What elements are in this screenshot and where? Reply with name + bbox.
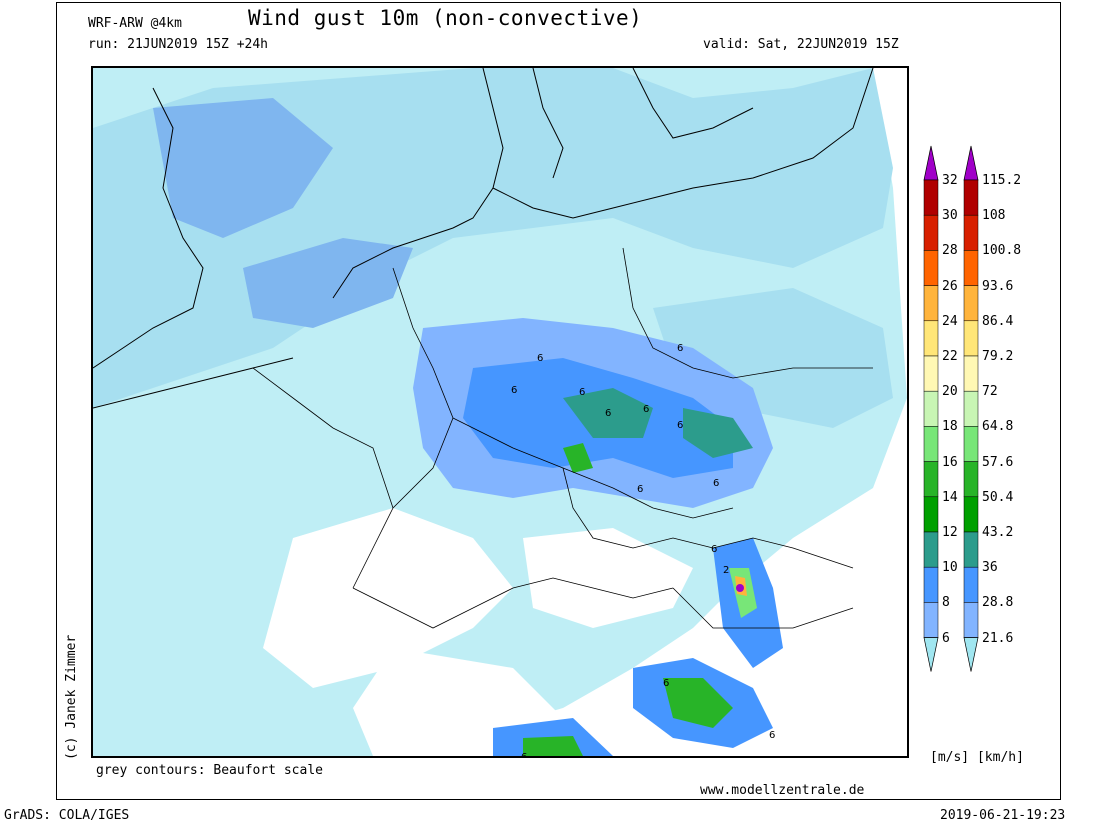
colorbar-ms-tick: 22 xyxy=(942,349,958,364)
colorbar-ms-tick: 14 xyxy=(942,489,958,505)
colorbar-bottom-arrow xyxy=(923,637,939,672)
beaufort-label: 6 xyxy=(521,752,527,756)
gust-zone-14-a xyxy=(563,443,593,473)
author-credit: (c) Janek Zimmer xyxy=(64,634,79,760)
beaufort-label: 2 xyxy=(723,565,729,576)
colorbar-kmh-tick: 79.2 xyxy=(982,349,1014,364)
colorbar-swatch xyxy=(963,355,979,392)
colorbar-ms-tick: 30 xyxy=(942,208,958,224)
coastlines xyxy=(93,68,874,409)
beaufort-label: 6 xyxy=(643,404,649,415)
colorbar-kmh-tick: 100.8 xyxy=(982,243,1022,259)
colorbar-kmh-tick: 50.4 xyxy=(982,489,1014,505)
colorbar-swatch xyxy=(923,390,939,427)
colorbar-swatch xyxy=(923,320,939,357)
colorbar-swatch xyxy=(923,496,939,533)
colorbar-kmh-tick: 93.6 xyxy=(982,278,1014,294)
calm-zone-west xyxy=(263,508,513,688)
colorbar-swatch xyxy=(963,285,979,322)
gust-zone-12-a xyxy=(563,388,653,438)
colorbar-swatch xyxy=(963,214,979,251)
gust-zone-8-north xyxy=(153,98,333,238)
colorbar-swatch xyxy=(923,602,939,638)
colorbar-ms-tick: 18 xyxy=(942,419,958,435)
gust-zone-12-b xyxy=(683,408,753,458)
beaufort-label: 6 xyxy=(605,408,611,419)
colorbar-ms-tick: 24 xyxy=(942,313,958,329)
beaufort-label: 6 xyxy=(579,387,585,398)
map-svg: 6 6 6 6 6 6 6 6 6 6 6 6 6 2 xyxy=(93,68,907,756)
colorbar-swatch xyxy=(923,566,939,603)
colorbar-swatch xyxy=(923,285,939,322)
colorbar-swatch xyxy=(923,214,939,251)
calm-zone-alps xyxy=(523,528,693,628)
beaufort-label: 6 xyxy=(537,353,543,364)
colorbar xyxy=(923,145,979,672)
gust-zone-14-adriatic xyxy=(663,678,733,728)
beaufort-label: 6 xyxy=(677,420,683,431)
colorbar-ms-tick: 26 xyxy=(942,278,958,294)
colorbar-swatch xyxy=(963,250,979,286)
colorbar-ms-tick: 28 xyxy=(942,243,958,259)
colorbar-swatch xyxy=(963,602,979,638)
colorbar-swatch xyxy=(923,426,939,462)
beaufort-label: 6 xyxy=(637,484,643,495)
colorbar-top-arrow xyxy=(923,145,939,181)
colorbar-kmh-tick: 28.8 xyxy=(982,595,1014,611)
colorbar-kmh-tick: 43.2 xyxy=(982,525,1014,540)
beaufort-label: 6 xyxy=(663,678,669,689)
model-label: WRF-ARW @4km xyxy=(88,16,182,31)
footer-software: GrADS: COLA/IGES xyxy=(4,808,130,823)
colorbar-swatch xyxy=(923,461,939,498)
beaufort-label: 6 xyxy=(677,343,683,354)
run-label: run: 21JUN2019 15Z +24h xyxy=(88,37,269,52)
footer-timestamp: 2019-06-21-19:23 xyxy=(940,808,1066,823)
colorbar-ms-tick: 20 xyxy=(942,384,958,400)
beaufort-label: 6 xyxy=(769,730,775,741)
colorbar-kmh-tick: 115.2 xyxy=(982,173,1022,188)
colorbar-ms-tick: 6 xyxy=(942,630,950,646)
contour-note: grey contours: Beaufort scale xyxy=(96,763,323,778)
beaufort-labels: 6 6 6 6 6 6 6 6 6 6 6 6 6 2 xyxy=(511,343,775,756)
colorbar-swatch xyxy=(923,250,939,286)
colorbar-swatch xyxy=(963,179,979,216)
colorbar-swatch xyxy=(923,531,939,568)
colorbar-swatch xyxy=(923,179,939,216)
colorbar-ms-tick: 8 xyxy=(942,595,950,611)
units-label: [m/s] [km/h] xyxy=(930,750,1024,765)
plot-frame xyxy=(56,2,1061,800)
colorbar-swatch xyxy=(963,496,979,533)
wind-gust-map: 6 6 6 6 6 6 6 6 6 6 6 6 6 2 xyxy=(91,66,909,758)
beaufort-label: 6 xyxy=(713,478,719,489)
website-link: www.modellzentrale.de xyxy=(700,783,865,798)
country-borders xyxy=(252,247,873,629)
colorbar-kmh-tick: 57.6 xyxy=(982,454,1014,470)
gust-zone-8-channel xyxy=(243,238,413,328)
colorbar-swatch xyxy=(963,426,979,462)
beaufort-label: 6 xyxy=(511,385,517,396)
colorbar-swatch xyxy=(963,320,979,357)
beaufort-label: 6 xyxy=(711,544,717,555)
colorbar-kmh-tick: 72 xyxy=(982,384,998,400)
colorbar-ms-tick: 32 xyxy=(942,173,958,188)
chart-title: Wind gust 10m (non-convective) xyxy=(248,6,643,30)
gust-max-point xyxy=(736,584,744,592)
colorbar-ms-tick: 16 xyxy=(942,454,958,470)
colorbar-swatch xyxy=(923,355,939,392)
colorbar-kmh-tick: 64.8 xyxy=(982,419,1014,435)
colorbar-swatch xyxy=(963,390,979,427)
colorbar-kmh-tick: 86.4 xyxy=(982,313,1014,329)
valid-label: valid: Sat, 22JUN2019 15Z xyxy=(703,37,899,52)
colorbar-kmh-tick: 21.6 xyxy=(982,630,1014,646)
colorbar-kmh-tick: 36 xyxy=(982,560,998,576)
colorbar-top-arrow xyxy=(963,145,979,181)
colorbar-ms-tick: 12 xyxy=(942,525,958,540)
gust-zone-14-south xyxy=(523,736,583,756)
colorbar-swatch xyxy=(963,461,979,498)
colorbar-kmh-tick: 108 xyxy=(982,208,1006,224)
colorbar-ms-tick: 10 xyxy=(942,560,958,576)
colorbar-swatch xyxy=(963,531,979,568)
colorbar-bottom-arrow xyxy=(963,637,979,672)
colorbar-swatch xyxy=(963,566,979,603)
